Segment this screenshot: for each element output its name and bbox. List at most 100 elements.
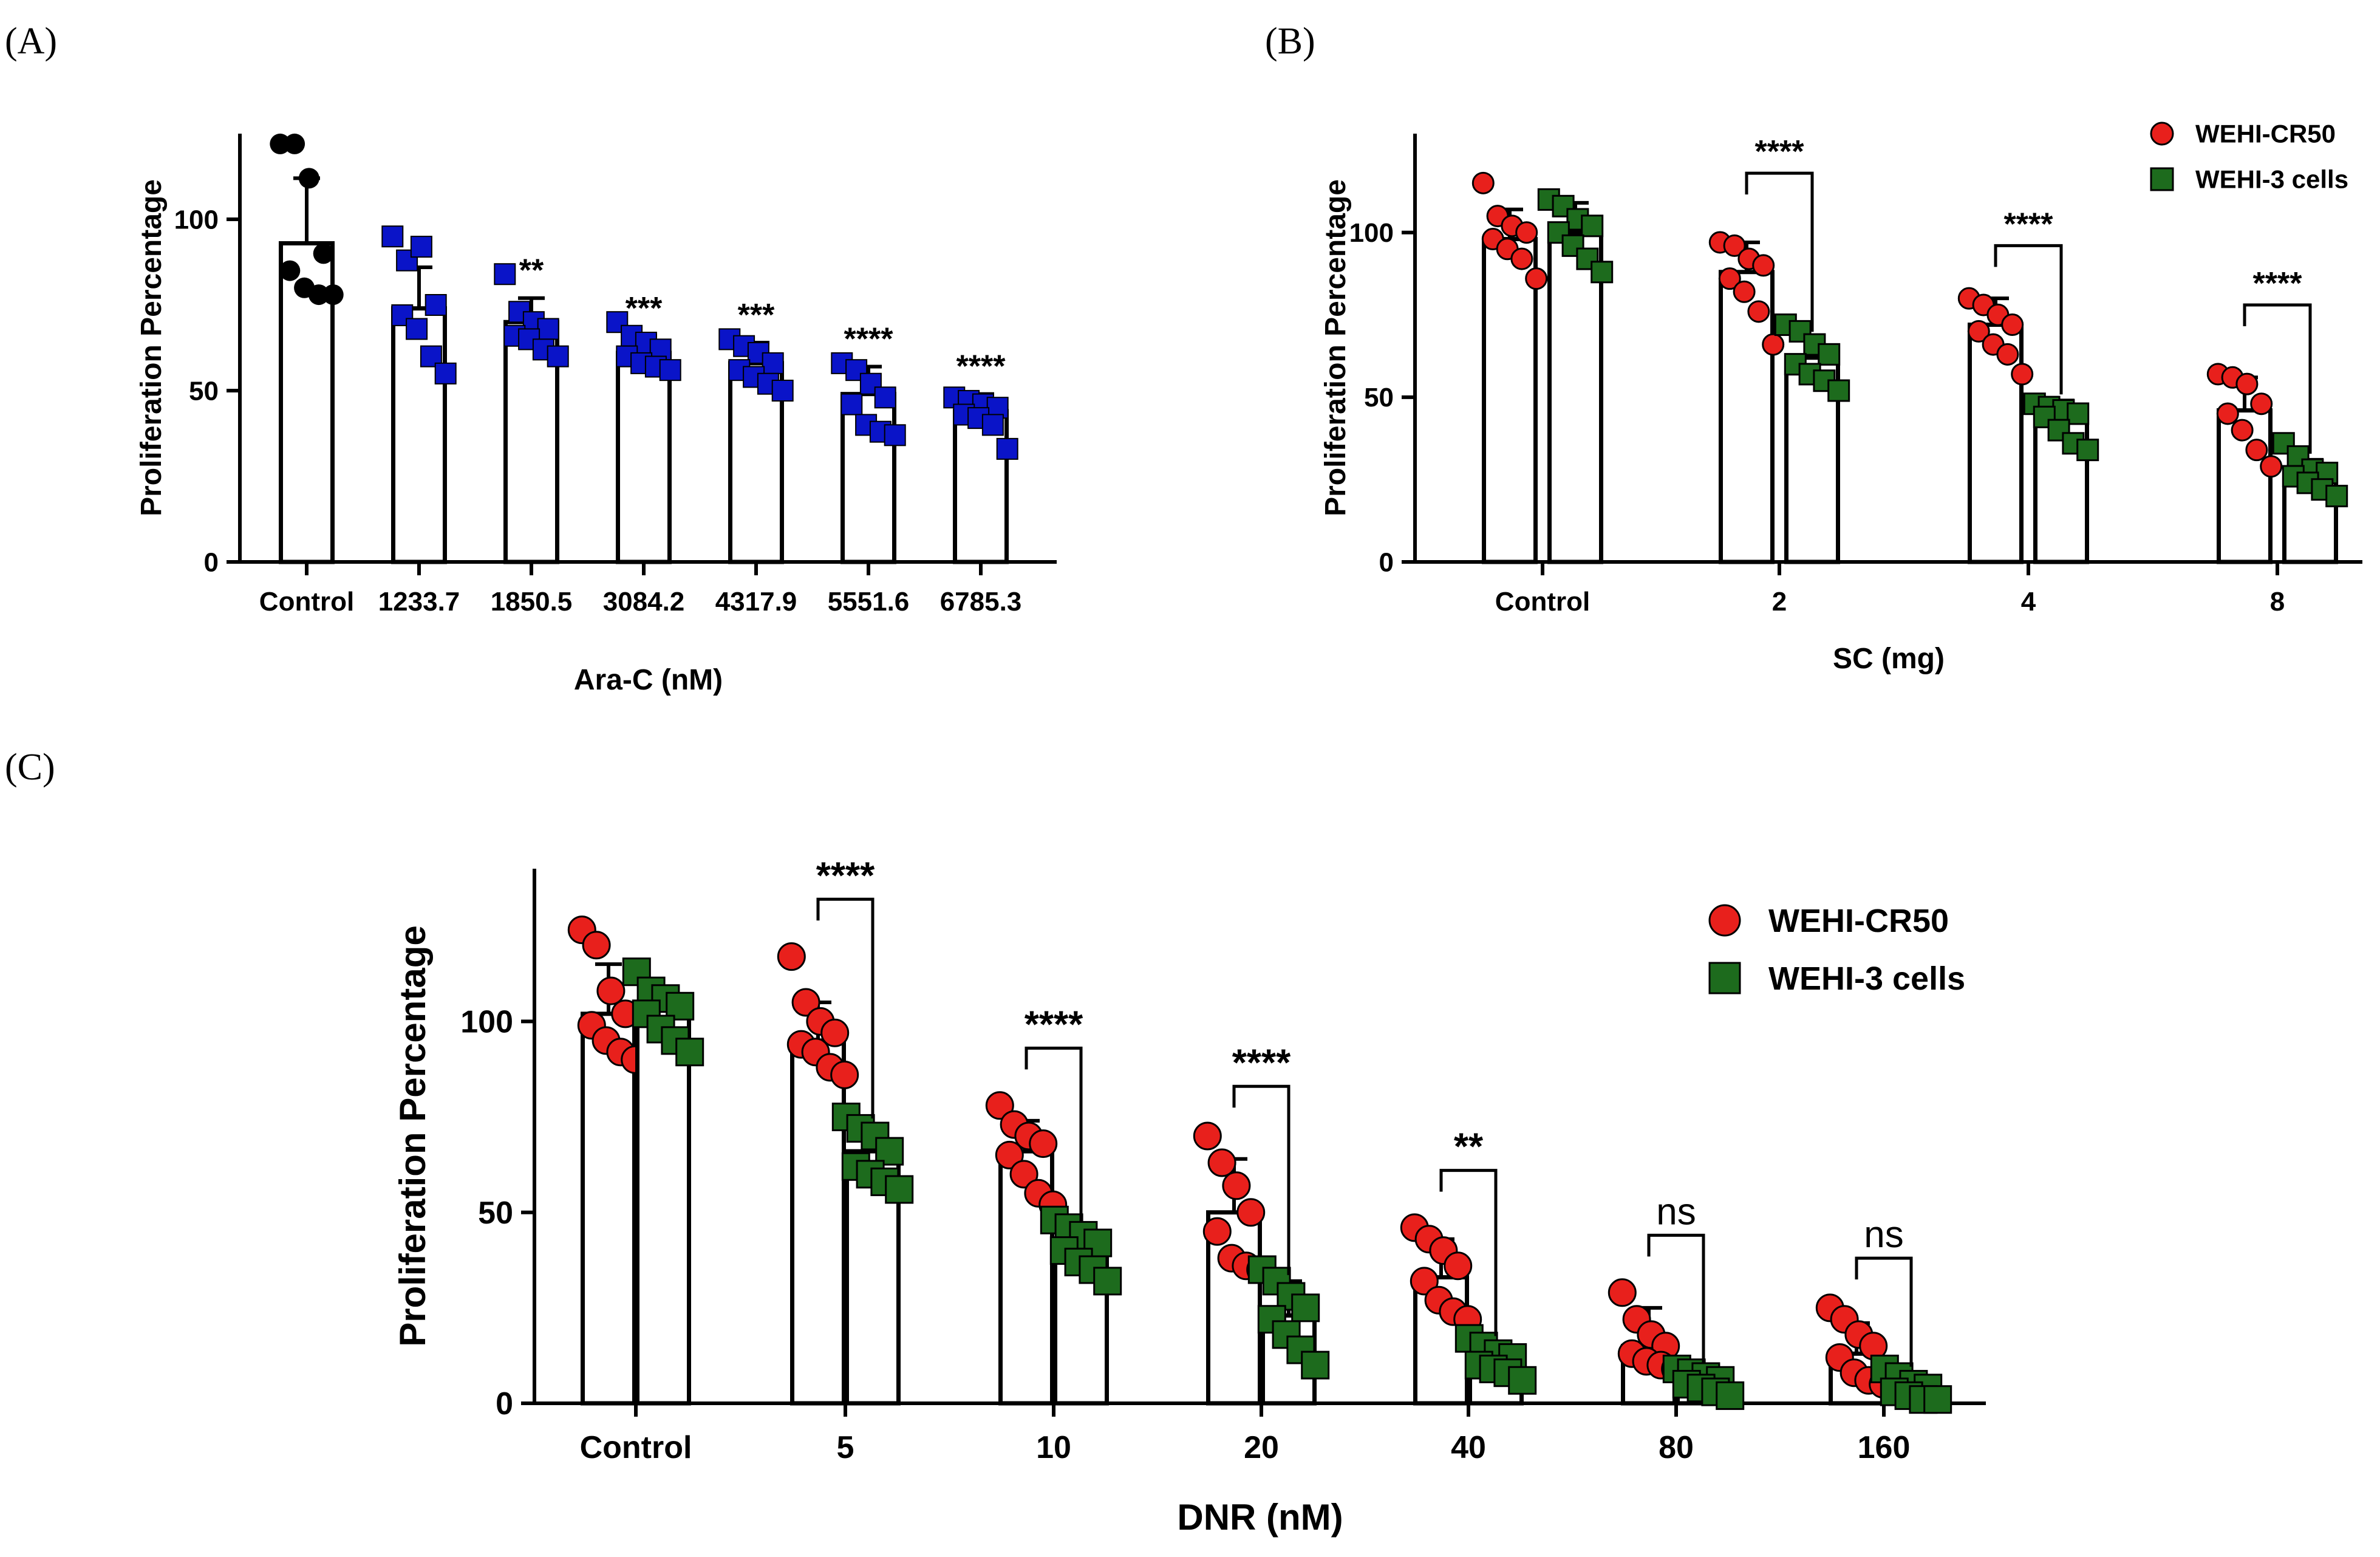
comparison-bracket	[1745, 171, 1814, 332]
significance-label: ****	[1025, 1004, 1083, 1045]
data-point	[582, 931, 611, 960]
y-tick-label: 100	[174, 205, 219, 234]
data-point	[1410, 1267, 1439, 1296]
legend-label: WEHI-CR50	[1768, 903, 1949, 939]
legend-marker	[1708, 904, 1741, 937]
x-axis-title: Ara-C (nM)	[574, 664, 723, 696]
x-tick-label: 20	[1244, 1430, 1279, 1465]
comparison-bracket	[1855, 1256, 1913, 1367]
significance-label: ***	[738, 298, 775, 333]
x-tick-label: Control	[1495, 587, 1590, 617]
y-tick-label: 50	[189, 376, 219, 406]
bar	[1482, 237, 1538, 564]
x-axis-title: SC (mg)	[1833, 643, 1945, 675]
legend-marker	[2150, 121, 2174, 146]
significance-label: ****	[2253, 266, 2303, 301]
data-point	[1525, 267, 1548, 290]
data-point	[995, 1140, 1024, 1169]
y-tick-label: 0	[204, 547, 219, 577]
data-point	[996, 437, 1018, 460]
data-point	[1718, 267, 1741, 290]
data-point	[1301, 1350, 1330, 1380]
legend-marker	[2150, 167, 2174, 191]
significance-label: **	[519, 253, 544, 289]
y-tick-label: 100	[1349, 218, 1394, 248]
data-point	[2286, 445, 2310, 468]
x-tick-label: 10	[1036, 1430, 1071, 1465]
data-point	[675, 1038, 704, 1067]
significance-label: ****	[1232, 1042, 1291, 1084]
data-point	[2260, 455, 2283, 478]
significance-label: ***	[626, 291, 663, 326]
data-point	[1752, 254, 1775, 277]
data-point	[1733, 280, 1756, 303]
significance-label: ****	[1755, 134, 1805, 169]
y-tick-label: 50	[478, 1196, 513, 1231]
data-point	[1827, 379, 1850, 402]
x-tick-label: 5	[837, 1430, 854, 1465]
data-point	[279, 260, 301, 281]
data-point	[425, 294, 447, 316]
y-tick-label: 100	[460, 1005, 513, 1040]
data-point	[830, 1060, 859, 1089]
bar	[1547, 230, 1603, 564]
y-tick-label: 0	[1379, 547, 1394, 577]
comparison-bracket	[1232, 1084, 1291, 1275]
data-point	[1510, 247, 1533, 270]
data-point	[1222, 1171, 1251, 1200]
data-point	[841, 393, 863, 416]
data-point	[1762, 333, 1785, 356]
data-point	[2245, 439, 2268, 462]
x-tick-label: Control	[580, 1430, 692, 1465]
y-axis-title: Proliferation Percentage	[135, 179, 168, 516]
data-point	[1444, 1251, 1473, 1281]
data-point	[537, 318, 559, 340]
data-point	[1723, 234, 1746, 257]
data-point	[1193, 1121, 1222, 1151]
data-point	[1818, 343, 1841, 366]
x-tick-label: 4317.9	[715, 587, 797, 617]
significance-label: ****	[956, 349, 1006, 385]
data-point	[1716, 1381, 1745, 1410]
y-tick-label: 50	[1364, 383, 1394, 412]
data-point	[1923, 1385, 1952, 1414]
legend-label: WEHI-CR50	[2195, 120, 2336, 148]
x-tick-label: Control	[259, 587, 354, 617]
significance-label: ****	[2004, 207, 2054, 242]
data-point	[547, 345, 569, 368]
data-point	[2216, 402, 2239, 425]
data-point	[1207, 1148, 1236, 1177]
data-point	[1515, 221, 1538, 244]
comparison-bracket	[1994, 244, 2063, 395]
comparison-bracket	[1647, 1233, 1705, 1363]
data-point	[771, 380, 794, 402]
bar	[581, 1011, 636, 1406]
panel-label-a: (A)	[5, 21, 57, 62]
significance-label: ns	[1656, 1191, 1696, 1233]
data-point	[820, 1018, 850, 1047]
data-point	[981, 414, 1004, 436]
data-point	[1508, 1366, 1537, 1395]
comparison-bracket	[2243, 303, 2312, 454]
data-point	[1236, 1198, 1266, 1227]
data-point	[2235, 372, 2259, 395]
legend-label: WEHI-3 cells	[1768, 960, 1965, 997]
data-point	[1471, 171, 1495, 194]
comparison-bracket	[1025, 1046, 1083, 1222]
data-point	[2001, 313, 2024, 337]
significance-label: ****	[816, 855, 875, 897]
data-point	[2047, 419, 2070, 442]
data-point	[2011, 363, 2034, 386]
data-point	[1996, 343, 2019, 366]
data-point	[284, 133, 305, 154]
data-point	[762, 352, 784, 374]
legend-marker	[1708, 962, 1741, 994]
comparison-bracket	[816, 897, 875, 1119]
x-tick-label: 40	[1451, 1430, 1486, 1465]
data-point	[1093, 1267, 1122, 1296]
data-point	[659, 359, 681, 382]
data-point	[2231, 419, 2254, 442]
